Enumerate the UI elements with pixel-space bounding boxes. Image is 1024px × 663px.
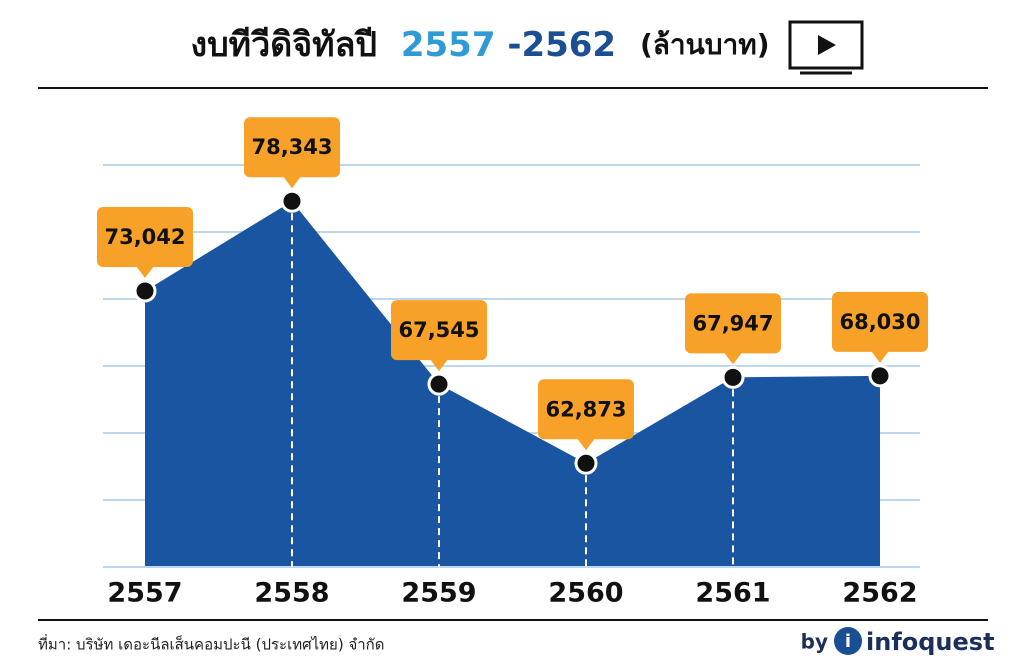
value-label: 67,947 xyxy=(692,311,773,335)
logo-icon xyxy=(834,627,862,655)
point xyxy=(133,279,157,303)
callout-pointer xyxy=(430,359,448,372)
value-label: 62,873 xyxy=(545,397,626,421)
x-tick-label: 2559 xyxy=(401,578,476,609)
point xyxy=(721,365,745,389)
point xyxy=(868,364,892,388)
callout-pointer xyxy=(283,176,301,189)
source: ที่มา: บริษัท เดอะนีลเส็นคอมปะนี (ประเทศ… xyxy=(38,634,385,654)
callout-pointer xyxy=(724,352,742,365)
callout xyxy=(244,117,340,178)
point xyxy=(574,451,598,475)
x-tick-label: 2558 xyxy=(254,578,329,609)
callout xyxy=(685,293,781,354)
value-label: 78,343 xyxy=(251,135,332,159)
title-part: (ล้านบาท) xyxy=(640,28,770,61)
x-tick-label: 2561 xyxy=(695,578,770,609)
x-tick-label: 2560 xyxy=(548,578,623,609)
tv-icon xyxy=(788,20,864,75)
plot: 73,042 2557 78,343 2558 67,545 2559 62,873 2560… xyxy=(97,117,928,609)
value-label: 67,545 xyxy=(398,318,479,342)
callout xyxy=(538,379,634,440)
value-label: 73,042 xyxy=(104,225,185,249)
callout-pointer xyxy=(577,438,595,451)
callout-pointer xyxy=(871,350,889,363)
callout xyxy=(391,300,487,361)
brand: infoquest xyxy=(866,628,995,656)
point xyxy=(280,189,304,213)
x-tick-label: 2562 xyxy=(842,578,917,609)
title-part: -2562 xyxy=(507,25,616,65)
title-part: งบทีวีดิจิทัลปี xyxy=(190,25,377,65)
value-label: 68,030 xyxy=(839,310,920,334)
logo-i: i xyxy=(845,631,851,652)
area xyxy=(145,201,880,567)
point xyxy=(427,372,451,396)
chart-title: งบทีวีดิจิทัลปี 2557 -2562 (ล้านบาท) xyxy=(190,25,769,65)
x-tick-label: 2557 xyxy=(107,578,182,609)
callout xyxy=(832,291,928,352)
credit: by xyxy=(801,630,828,654)
title-part: 2557 xyxy=(401,25,496,65)
callout-pointer xyxy=(136,266,154,279)
callout xyxy=(97,207,193,268)
